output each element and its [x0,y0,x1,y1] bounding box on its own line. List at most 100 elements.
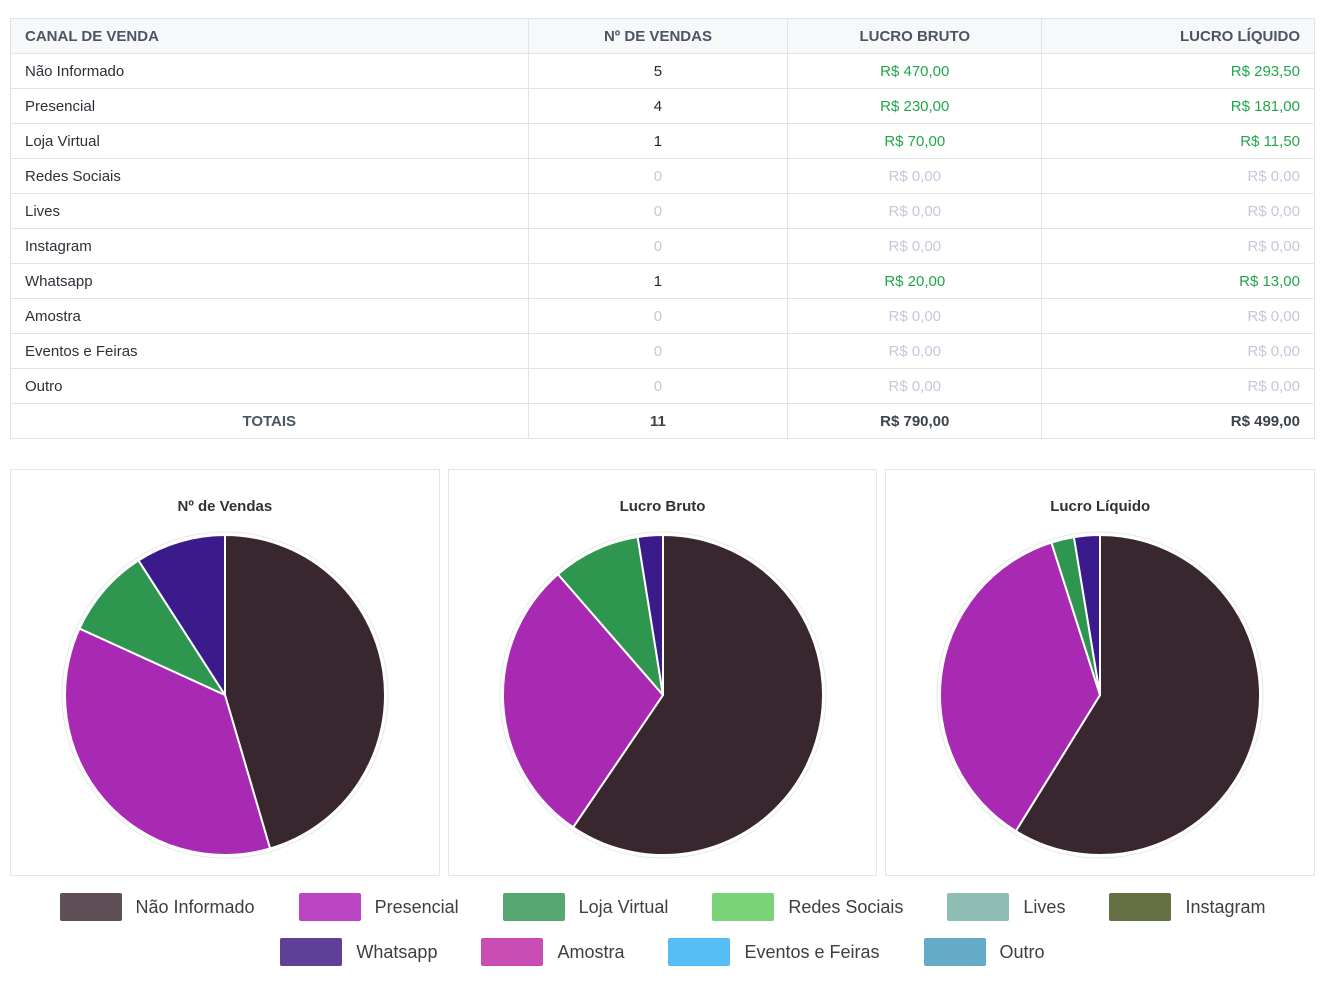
pie-slice-whatsapp [137,534,226,696]
lucro-liquido-cell: R$ 0,00 [1041,333,1315,369]
legend-item-whatsapp: Whatsapp [280,938,437,966]
channel-name-cell: Instagram [10,228,529,264]
lucro-bruto-cell: R$ 0,00 [787,298,1043,334]
legend-item-loja-virtual: Loja Virtual [502,893,669,921]
lucro-bruto-cell: R$ 0,00 [787,228,1043,264]
pie-slice-whatsapp [1073,534,1102,696]
vendas-count-cell: 0 [527,368,789,404]
legend-swatch-icon [947,893,1010,921]
legend-label: Eventos e Feiras [744,941,880,962]
channel-name-cell: Lives [10,193,529,229]
lucro-bruto-cell: R$ 0,00 [787,193,1043,229]
chart-panel-lucro-liquido: Lucro Líquido [885,469,1316,876]
channel-name-cell: Eventos e Feiras [10,333,529,369]
totals-vendas-value: 11 [527,403,789,439]
pie-chart-lucro-bruto [499,531,826,859]
vendas-count-cell: 1 [527,263,789,299]
table-row: Lives 0 R$ 0,00 R$ 0,00 [10,193,1315,229]
chart-legend-row-1: Não Informado Presencial Loja Virtual Redes… [10,893,1315,921]
table-row: Redes Sociais 0 R$ 0,00 R$ 0,00 [10,158,1315,194]
legend-label: Loja Virtual [578,896,669,917]
legend-swatch-icon [923,938,986,966]
table-header-row: CANAL DE VENDA Nº DE VENDAS LUCRO BRUTO … [10,18,1315,54]
lucro-liquido-cell: R$ 0,00 [1041,158,1315,194]
lucro-liquido-cell: R$ 181,00 [1041,88,1315,124]
table-body: Não Informado 5 R$ 470,00 R$ 293,50 Presenci… [10,53,1315,404]
legend-label: Redes Sociais [788,896,904,917]
lucro-bruto-cell: R$ 0,00 [787,368,1043,404]
channel-name-cell: Não Informado [10,53,529,89]
chart-panel-lucro-bruto: Lucro Bruto [447,469,878,876]
chart-legend-row-2: Whatsapp Amostra Eventos e Feiras Outro [10,938,1315,966]
channel-name-cell: Outro [10,368,529,404]
legend-item-lives: Lives [947,893,1065,921]
pie-slice-não-informado [571,534,824,856]
legend-label: Não Informado [135,896,255,917]
channel-name-cell: Presencial [10,88,529,124]
legend-item-instagram: Instagram [1109,893,1266,921]
pie-slice-loja-virtual [78,559,226,696]
table-row: Presencial 4 R$ 230,00 R$ 181,00 [10,88,1315,124]
pie-chart-n-de-vendas [61,531,389,859]
legend-item-outro: Outro [923,938,1045,966]
table-row: Outro 0 R$ 0,00 R$ 0,00 [10,368,1315,404]
vendas-count-cell: 0 [527,228,789,264]
lucro-bruto-cell: R$ 0,00 [787,333,1043,369]
legend-label: Lives [1023,896,1066,917]
totals-label: TOTAIS [10,403,529,439]
lucro-bruto-cell: R$ 70,00 [787,123,1043,159]
vendas-count-cell: 0 [527,158,789,194]
channel-name-cell: Redes Sociais [10,158,529,194]
vendas-count-cell: 5 [527,53,789,89]
legend-item-presencial: Presencial [298,893,459,921]
table-header: CANAL DE VENDA Nº DE VENDAS LUCRO BRUTO … [10,18,1315,54]
legend-swatch-icon [481,938,544,966]
pie-outer-ring [61,531,389,859]
legend-swatch-icon [502,893,565,921]
lucro-liquido-cell: R$ 293,50 [1041,53,1315,89]
pie-slice-whatsapp [636,534,664,696]
table-row: Não Informado 5 R$ 470,00 R$ 293,50 [10,53,1315,89]
legend-swatch-icon [712,893,775,921]
vendas-count-cell: 0 [527,298,789,334]
sales-by-channel-table: CANAL DE VENDA Nº DE VENDAS LUCRO BRUTO … [10,18,1315,439]
pie-slice-presencial [501,573,664,829]
column-header-lucro-bruto: LUCRO BRUTO [787,18,1043,54]
lucro-bruto-cell: R$ 0,00 [787,158,1043,194]
pie-outer-ring [499,531,826,859]
pie-slice-loja-virtual [556,536,664,696]
legend-label: Amostra [557,941,625,962]
table-row: Instagram 0 R$ 0,00 R$ 0,00 [10,228,1315,264]
table-footer: TOTAIS 11 R$ 790,00 R$ 499,00 [10,403,1315,439]
lucro-bruto-cell: R$ 230,00 [787,88,1043,124]
column-header-lucro-liquido: LUCRO LÍQUIDO [1041,18,1315,54]
legend-item-não-informado: Não Informado [59,893,255,921]
lucro-liquido-cell: R$ 13,00 [1041,263,1315,299]
charts-row: Nº de Vendas Lucro Bruto Lucro Líquido [10,469,1316,876]
lucro-bruto-cell: R$ 20,00 [787,263,1043,299]
legend-label: Instagram [1185,896,1266,917]
table-row: Eventos e Feiras 0 R$ 0,00 R$ 0,00 [10,333,1315,369]
legend-swatch-icon [298,893,361,921]
lucro-bruto-cell: R$ 470,00 [787,53,1043,89]
lucro-liquido-cell: R$ 0,00 [1041,298,1315,334]
channel-name-cell: Whatsapp [10,263,529,299]
pie-slice-não-informado [1014,534,1262,856]
pie-slice-presencial [63,627,271,856]
legend-label: Presencial [374,896,459,917]
pie-slice-presencial [939,541,1102,833]
channel-name-cell: Loja Virtual [10,123,529,159]
vendas-count-cell: 4 [527,88,789,124]
legend-swatch-icon [668,938,731,966]
vendas-count-cell: 0 [527,333,789,369]
vendas-count-cell: 0 [527,193,789,229]
table-row: Amostra 0 R$ 0,00 R$ 0,00 [10,298,1315,334]
pie-outer-ring [936,531,1264,859]
column-header-n-de-vendas: Nº DE VENDAS [527,18,789,54]
legend-swatch-icon [280,938,343,966]
totals-bruto-value: R$ 790,00 [787,403,1043,439]
legend-swatch-icon [59,893,122,921]
column-header-canal-de-venda: CANAL DE VENDA [10,18,529,54]
lucro-liquido-cell: R$ 0,00 [1041,368,1315,404]
totals-liquido-value: R$ 499,00 [1041,403,1315,439]
